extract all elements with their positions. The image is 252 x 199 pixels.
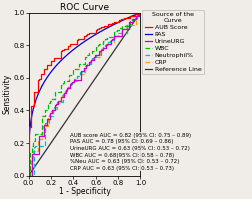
X-axis label: 1 - Specificity: 1 - Specificity — [58, 187, 110, 196]
Y-axis label: Sensitivity: Sensitivity — [3, 74, 12, 114]
Legend: AUB Score, PAS, UrineURG, WBC, Neutrophil%, CRP, Reference Line: AUB Score, PAS, UrineURG, WBC, Neutrophi… — [142, 10, 203, 74]
Text: AUB score AUC = 0.82 (95% CI: 0.75 – 0.89)
PAS AUC = 0.78 (95% CI: 0.69 – 0.86)
: AUB score AUC = 0.82 (95% CI: 0.75 – 0.8… — [70, 133, 190, 171]
Title: ROC Curve: ROC Curve — [60, 3, 109, 12]
